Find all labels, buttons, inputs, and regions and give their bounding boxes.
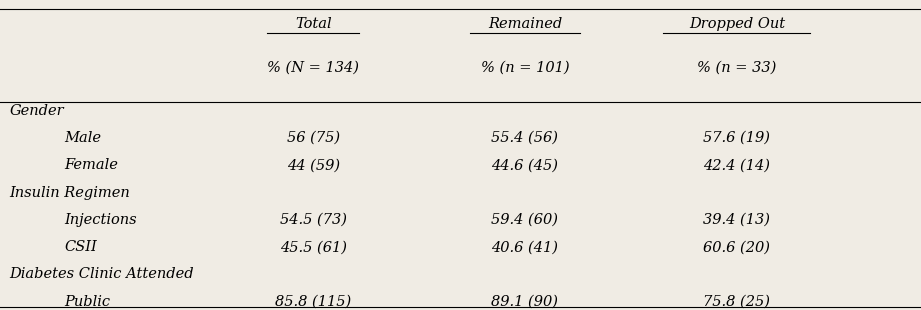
Text: % (N = 134): % (N = 134) xyxy=(267,60,359,74)
Text: 56 (75): 56 (75) xyxy=(286,131,340,145)
Text: 60.6 (20): 60.6 (20) xyxy=(704,240,770,254)
Text: 89.1 (90): 89.1 (90) xyxy=(492,295,558,309)
Text: % (n = 101): % (n = 101) xyxy=(481,60,569,74)
Text: 85.8 (115): 85.8 (115) xyxy=(275,295,351,309)
Text: 59.4 (60): 59.4 (60) xyxy=(492,213,558,227)
Text: % (n = 33): % (n = 33) xyxy=(697,60,776,74)
Text: Total: Total xyxy=(295,17,332,31)
Text: Male: Male xyxy=(64,131,101,145)
Text: Gender: Gender xyxy=(9,104,64,118)
Text: 39.4 (13): 39.4 (13) xyxy=(704,213,770,227)
Text: 44 (59): 44 (59) xyxy=(286,158,340,172)
Text: Remained: Remained xyxy=(488,17,562,31)
Text: 54.5 (73): 54.5 (73) xyxy=(280,213,346,227)
Text: CSII: CSII xyxy=(64,240,98,254)
Text: Diabetes Clinic Attended: Diabetes Clinic Attended xyxy=(9,268,193,281)
Text: 44.6 (45): 44.6 (45) xyxy=(492,158,558,172)
Text: 75.8 (25): 75.8 (25) xyxy=(704,295,770,309)
Text: Dropped Out: Dropped Out xyxy=(689,17,785,31)
Text: Insulin Regimen: Insulin Regimen xyxy=(9,186,130,200)
Text: 57.6 (19): 57.6 (19) xyxy=(704,131,770,145)
Text: 42.4 (14): 42.4 (14) xyxy=(704,158,770,172)
Text: Injections: Injections xyxy=(64,213,137,227)
Text: 45.5 (61): 45.5 (61) xyxy=(280,240,346,254)
Text: 55.4 (56): 55.4 (56) xyxy=(492,131,558,145)
Text: Female: Female xyxy=(64,158,118,172)
Text: 40.6 (41): 40.6 (41) xyxy=(492,240,558,254)
Text: Public: Public xyxy=(64,295,111,309)
